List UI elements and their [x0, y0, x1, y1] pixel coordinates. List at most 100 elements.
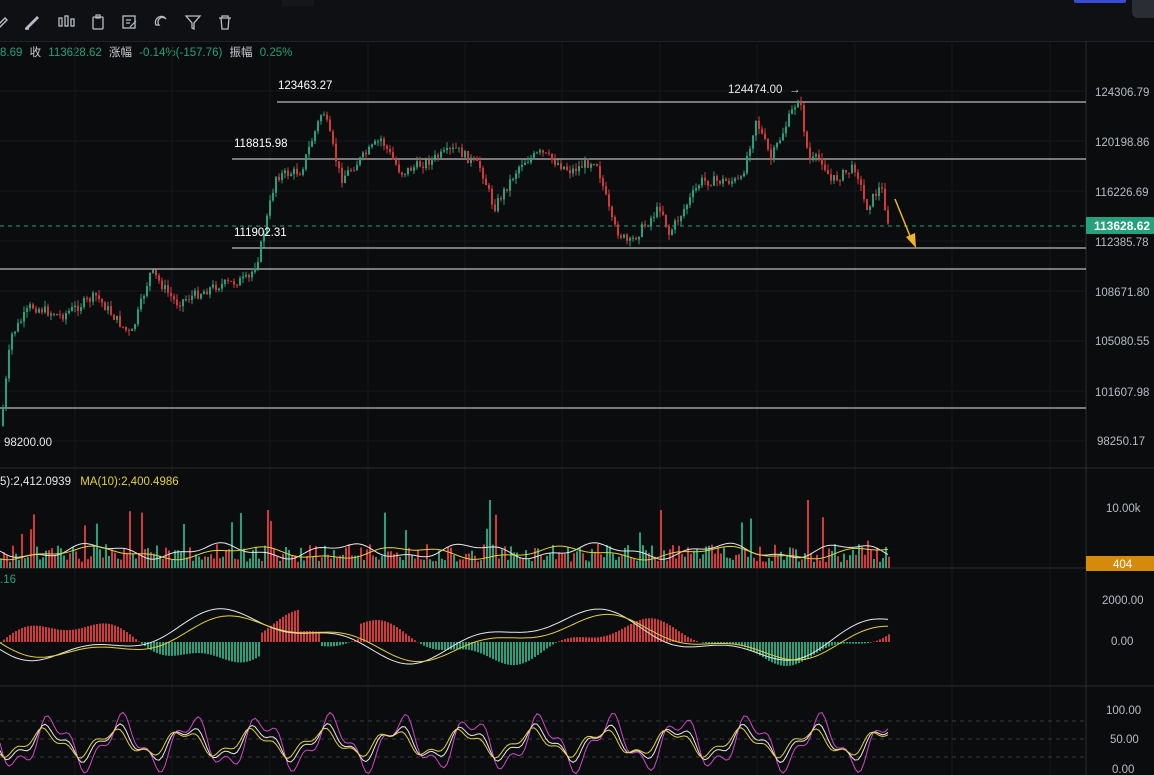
volume-bar: [876, 547, 878, 568]
clipboard-icon[interactable]: [88, 12, 108, 32]
volume-bar: [609, 546, 611, 568]
macd-hist-bar: [252, 642, 254, 660]
candle-body: [788, 113, 790, 127]
candle-body: [314, 131, 316, 142]
volume-ma-lines: [0, 542, 889, 561]
candle-body: [833, 175, 835, 181]
trash-icon[interactable]: [215, 12, 235, 32]
volume-bar: [156, 545, 158, 568]
magnet-icon[interactable]: [151, 12, 171, 32]
macd-hist-bar: [711, 642, 713, 644]
candle-body: [179, 305, 181, 307]
candle-body: [704, 177, 706, 181]
volume-bar: [354, 555, 356, 568]
macd-hist-bar: [462, 642, 464, 650]
macd-hist-bar: [288, 613, 290, 642]
price-chart[interactable]: 123463.27 118815.98 111902.31 124474.00 …: [0, 41, 1154, 775]
volume-bar: [660, 510, 662, 568]
macd-hist-bar: [513, 642, 515, 666]
volume-bar: [111, 549, 113, 568]
candle-body: [599, 165, 601, 179]
macd-hist-bar: [39, 625, 41, 642]
macd-hist-bar: [741, 642, 743, 647]
volume-bar: [9, 561, 11, 568]
candle-body: [476, 158, 478, 161]
volume-bar: [60, 548, 62, 568]
macd-hist-bar: [630, 623, 632, 642]
macd-hist-bar: [720, 642, 722, 644]
volume-bar: [381, 555, 383, 568]
candle-body: [806, 131, 808, 148]
macd-hist-bar: [291, 611, 293, 642]
macd-hist-bar: [12, 632, 14, 642]
macd-hist-bar: [273, 623, 275, 642]
macd-hist-bar: [204, 642, 206, 654]
candle-body: [578, 166, 580, 172]
volume-bar: [684, 556, 686, 568]
volume-bar: [825, 561, 827, 568]
volume-bar: [384, 512, 386, 568]
kdj-tick: 100.00: [1106, 705, 1141, 717]
macd-hist-bar: [507, 642, 509, 665]
volume-bar: [756, 560, 758, 568]
candle-body: [674, 220, 676, 230]
macd-hist-bar: [549, 642, 551, 647]
candle-body: [608, 194, 610, 207]
horizontal-levels: [0, 101, 1086, 409]
volume-bar: [528, 559, 530, 568]
macd-hist-bar: [339, 642, 341, 646]
macd-hist-bar: [576, 637, 578, 642]
volume-bar: [600, 554, 602, 568]
candle-body: [383, 138, 385, 146]
candle-body: [458, 147, 460, 149]
volume-bar: [321, 557, 323, 568]
candle-body: [257, 261, 259, 269]
ohlc-info: 8.69 收 113628.62 涨幅 -0.14%(-157.76) 振幅 0…: [0, 44, 296, 60]
volume-bar: [63, 555, 65, 568]
volume-bar: [285, 546, 287, 568]
candle-body: [854, 164, 856, 173]
candle-body: [425, 159, 427, 169]
volume-bar: [630, 557, 632, 568]
volume-bar: [456, 561, 458, 568]
candle-body: [536, 152, 538, 154]
macd-hist-bar: [78, 628, 80, 642]
macd-hist-bar: [426, 642, 428, 648]
volume-bar: [372, 555, 374, 568]
candle-body: [260, 241, 262, 262]
filter-icon[interactable]: [183, 12, 203, 32]
candle-body: [452, 147, 454, 150]
volume-bar: [177, 550, 179, 568]
volume-bar: [885, 546, 887, 568]
brush-icon[interactable]: [22, 12, 42, 32]
candle-body: [95, 292, 97, 296]
candles-icon[interactable]: [56, 12, 76, 32]
macd-hist-bar: [744, 642, 746, 648]
macd-hist-bar: [66, 630, 68, 642]
candle-body: [881, 187, 883, 189]
pencil-icon[interactable]: [0, 12, 12, 32]
macd-hist-bar: [396, 627, 398, 642]
macd-hist-bar: [603, 636, 605, 642]
edit-note-icon[interactable]: [120, 12, 140, 32]
macd-hist-bar: [591, 637, 593, 642]
volume-bar: [396, 552, 398, 568]
macd-hist-bar: [207, 642, 209, 655]
volume-bar: [465, 553, 467, 568]
volume-bar: [678, 545, 680, 568]
candle-body: [779, 140, 781, 143]
macd-hist-bar: [120, 628, 122, 642]
volume-bar: [114, 552, 116, 568]
volume-bar: [87, 559, 89, 568]
macd-hist-bar: [399, 629, 401, 642]
volume-bar: [666, 560, 668, 568]
window-corner-button[interactable]: [1132, 0, 1154, 18]
candle-body: [146, 286, 148, 297]
macd-hist-bar: [570, 637, 572, 642]
macd-hist-bar: [636, 621, 638, 642]
macd-hist-bar: [825, 642, 827, 648]
macd-hist-bar: [684, 635, 686, 642]
candle-body: [551, 153, 553, 160]
macd-hist-bar: [84, 627, 86, 642]
macd-hist-bar: [606, 635, 608, 642]
